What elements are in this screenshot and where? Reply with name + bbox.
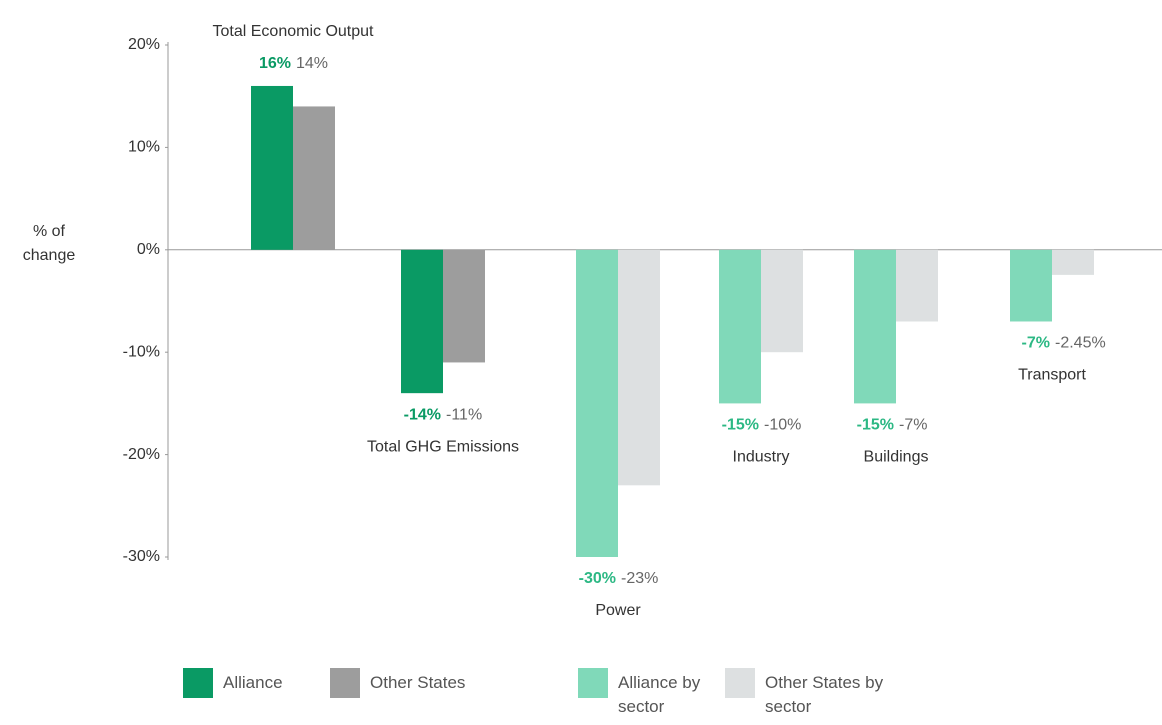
value-label: -7% <box>1022 335 1050 352</box>
category-label: Power <box>595 602 641 619</box>
bar <box>896 249 938 322</box>
bar <box>1052 249 1094 275</box>
y-tick-label: -20% <box>123 446 160 463</box>
bar <box>1010 249 1052 322</box>
category-label: Buildings <box>864 449 929 466</box>
value-label: -7% <box>899 417 927 434</box>
y-axis-label: % of change <box>22 223 76 264</box>
value-label: -23% <box>621 570 658 587</box>
legend-label: Alliance by sector <box>618 673 701 716</box>
bar <box>576 249 618 558</box>
bar <box>251 85 293 250</box>
legend-label: Alliance <box>223 673 283 692</box>
legend-label: Other States <box>370 673 466 692</box>
y-tick-label: 10% <box>128 139 160 156</box>
bar <box>293 106 335 250</box>
legend-item: Alliance by sector <box>578 668 708 719</box>
y-tick-label: -30% <box>123 548 160 565</box>
legend-item: Alliance <box>183 668 283 698</box>
category-label: Industry <box>733 449 790 466</box>
bar <box>401 249 443 394</box>
value-label: -11% <box>446 406 482 423</box>
legend-swatch <box>330 668 360 698</box>
legend-swatch <box>725 668 755 698</box>
value-label: -10% <box>764 417 801 434</box>
y-tick-label: -10% <box>123 343 160 360</box>
category-label: Total GHG Emissions <box>367 438 519 455</box>
bar <box>761 249 803 353</box>
legend-label: Other States by sector <box>765 673 884 716</box>
value-label: 16% <box>259 55 291 72</box>
category-label: Total Economic Output <box>213 23 375 40</box>
y-tick-label: 20% <box>128 36 160 53</box>
bar <box>618 249 660 486</box>
value-label: -14% <box>404 406 441 423</box>
legend-swatch <box>578 668 608 698</box>
bar <box>443 249 485 363</box>
value-label: 14% <box>296 55 328 72</box>
bar <box>719 249 761 404</box>
legend-item: Other States by sector <box>725 668 905 719</box>
category-label: Transport <box>1018 367 1086 384</box>
value-label: -30% <box>579 570 616 587</box>
legend-item: Other States <box>330 668 465 698</box>
value-label: -15% <box>857 417 894 434</box>
legend-swatch <box>183 668 213 698</box>
value-label: -2.45% <box>1055 335 1106 352</box>
value-label: -15% <box>722 417 759 434</box>
y-tick-label: 0% <box>137 241 160 258</box>
bar <box>854 249 896 404</box>
